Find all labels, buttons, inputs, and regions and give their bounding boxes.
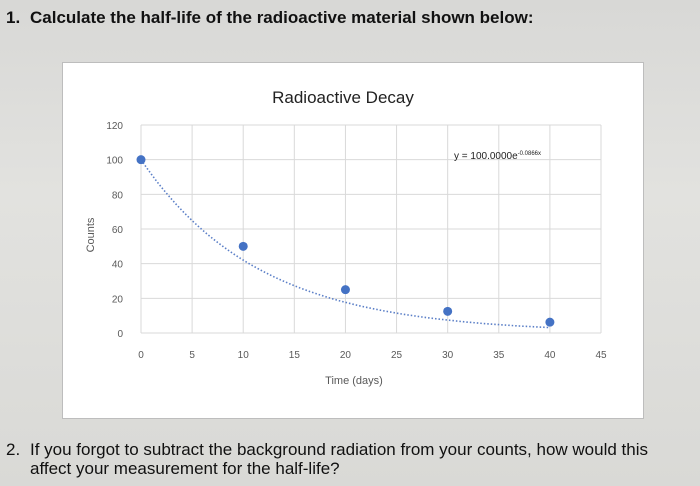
- question-2-text: If you forgot to subtract the background…: [30, 440, 649, 478]
- trendline-equation-exponent: -0.0866x: [518, 151, 541, 157]
- x-axis-label: Time (days): [325, 375, 383, 387]
- x-tick-label: 20: [340, 350, 352, 361]
- trendline-equation-base: y = 100.0000e: [454, 151, 518, 162]
- question-1-number: 1.: [6, 8, 21, 27]
- question-1-text: Calculate the half-life of the radioacti…: [30, 8, 534, 27]
- radioactive-decay-chart: 0 20 40 60 80 100 120 0 5 10 15 20 25 30 35 40 45 Radioa…: [85, 88, 607, 387]
- trendline: [140, 159, 550, 329]
- question-2: 2. If you forgot to subtract the backgrou…: [6, 440, 696, 478]
- x-tick-label: 10: [238, 350, 250, 361]
- x-tick-label: 5: [189, 350, 195, 361]
- x-tick-label: 25: [391, 350, 403, 361]
- y-tick-label: 0: [117, 329, 123, 340]
- data-points: [136, 155, 555, 327]
- y-tick-label: 20: [112, 294, 124, 305]
- x-tick-label: 45: [595, 350, 607, 361]
- x-tick-label: 30: [442, 350, 454, 361]
- data-point: [545, 317, 555, 327]
- y-tick-label: 60: [112, 225, 124, 236]
- chart-area: 0 20 40 60 80 100 120 0 5 10 15 20 25 30 35 40 45 Radioa…: [62, 62, 644, 419]
- trendline-layer: [140, 159, 550, 329]
- y-tick-label: 120: [106, 121, 123, 132]
- y-tick-label: 100: [106, 156, 123, 167]
- question-1: 1. Calculate the half-life of the radioac…: [6, 8, 534, 27]
- x-tick-label: 40: [544, 350, 556, 361]
- tick-labels: 0 20 40 60 80 100 120 0 5 10 15 20 25 30 35 40 45: [106, 121, 607, 361]
- data-point: [136, 155, 146, 165]
- x-tick-label: 35: [493, 350, 505, 361]
- question-2-number: 2.: [6, 440, 21, 459]
- data-point: [443, 306, 453, 316]
- y-axis-label: Counts: [85, 217, 97, 252]
- x-tick-label: 15: [289, 350, 301, 361]
- y-tick-label: 80: [112, 190, 124, 201]
- chart-title: Radioactive Decay: [272, 88, 414, 107]
- trendline-equation: y = 100.0000e-0.0866x: [454, 151, 541, 162]
- data-point: [340, 285, 350, 295]
- gridlines: [140, 124, 602, 334]
- data-point: [238, 241, 248, 251]
- y-tick-label: 40: [112, 260, 124, 271]
- x-tick-label: 0: [138, 350, 144, 361]
